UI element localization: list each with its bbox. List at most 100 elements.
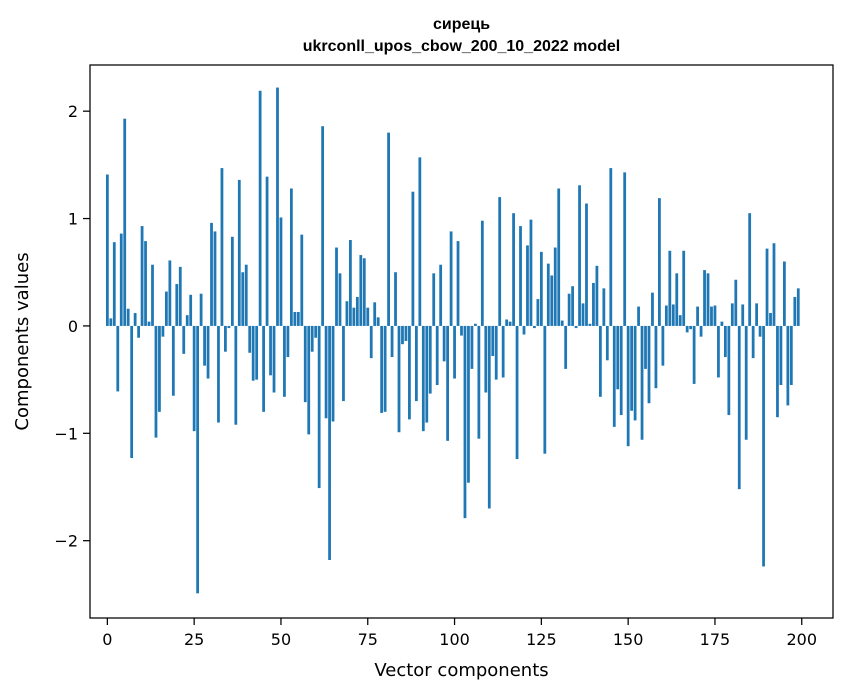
bar-19	[171, 325, 175, 396]
bar-125	[539, 251, 543, 326]
bar-91	[421, 325, 425, 432]
bar-25	[192, 325, 196, 432]
bar-165	[678, 315, 682, 326]
bar-44	[258, 90, 262, 326]
bar-40	[244, 264, 248, 326]
bar-127	[546, 263, 550, 326]
bar-13	[151, 264, 154, 326]
bar-74	[362, 258, 366, 326]
bar-64	[328, 325, 331, 561]
bar-117	[512, 213, 515, 326]
bar-85	[401, 325, 404, 345]
bar-75	[366, 307, 370, 326]
bar-79	[380, 325, 384, 413]
bar-60	[314, 325, 318, 338]
bar-116	[508, 321, 512, 326]
bar-15	[158, 325, 161, 412]
bar-22	[182, 325, 186, 354]
bar-5	[123, 118, 127, 326]
bar-151	[630, 325, 634, 411]
bar-78	[376, 317, 380, 326]
bar-186	[751, 325, 755, 359]
bar-43	[255, 325, 259, 380]
bar-62	[321, 126, 325, 326]
bar-52	[286, 325, 290, 358]
bar-113	[498, 197, 502, 326]
x-tick-label: 0	[102, 630, 112, 649]
bar-66	[335, 247, 338, 326]
bar-115	[505, 319, 509, 326]
bar-183	[741, 304, 745, 326]
bar-106	[474, 323, 477, 326]
bar-197	[789, 325, 793, 385]
bar-92	[425, 325, 429, 423]
bar-149	[623, 172, 627, 326]
bar-59	[310, 325, 314, 352]
x-tick-label: 175	[700, 630, 731, 649]
bar-167	[685, 325, 689, 333]
bar-51	[283, 325, 286, 397]
bar-130	[557, 188, 561, 326]
bar-12	[147, 321, 151, 326]
bar-182	[737, 325, 741, 490]
bar-39	[241, 272, 245, 326]
bar-2	[112, 242, 116, 326]
bar-199	[796, 288, 800, 326]
bar-34	[224, 325, 227, 352]
bar-32	[217, 325, 220, 423]
bar-192	[772, 243, 776, 326]
x-axis-ticks: 0 25 50 75 100 125 150 175 200	[102, 618, 817, 649]
bar-171	[699, 325, 703, 337]
bar-143	[602, 288, 606, 326]
bar-8	[133, 313, 137, 326]
bar-56	[300, 234, 304, 326]
bar-33	[220, 168, 224, 326]
bar-76	[369, 325, 373, 359]
bar-173	[706, 273, 710, 326]
bar-195	[783, 261, 786, 326]
bar-105	[470, 325, 474, 369]
bar-10	[140, 226, 144, 326]
bar-17	[164, 291, 168, 326]
bar-45	[262, 325, 265, 412]
x-tick-label: 150	[613, 630, 644, 649]
bar-124	[536, 299, 540, 326]
bar-110	[487, 325, 491, 509]
bar-99	[449, 231, 453, 326]
bar-70	[349, 240, 352, 326]
bar-168	[689, 325, 693, 330]
bar-181	[734, 279, 738, 326]
bar-53	[289, 188, 293, 326]
y-tick-label: 1	[68, 210, 78, 229]
bar-47	[269, 325, 272, 376]
bar-107	[477, 325, 481, 439]
bar-191	[769, 313, 772, 326]
bar-159	[658, 198, 661, 326]
bar-46	[265, 176, 269, 326]
bar-119	[519, 226, 522, 326]
bar-9	[137, 325, 140, 338]
bar-161	[664, 305, 668, 326]
bar-139	[588, 323, 592, 326]
bar-118	[515, 325, 519, 460]
bar-174	[710, 306, 713, 326]
bar-185	[748, 213, 752, 326]
bar-176	[717, 325, 720, 378]
bar-184	[744, 325, 748, 440]
y-tick-label: −2	[54, 532, 78, 551]
bar-156	[647, 325, 651, 404]
bar-170	[696, 306, 699, 326]
bar-166	[682, 250, 686, 326]
x-tick-label: 200	[786, 630, 817, 649]
bar-122	[529, 219, 533, 326]
bar-148	[619, 325, 623, 416]
bar-6	[126, 308, 130, 326]
bar-120	[522, 325, 526, 335]
bar-123	[533, 325, 536, 329]
bar-140	[592, 282, 595, 326]
bar-73	[359, 255, 363, 326]
bar-137	[581, 303, 585, 326]
bar-86	[404, 325, 408, 341]
bars-group	[105, 87, 800, 594]
